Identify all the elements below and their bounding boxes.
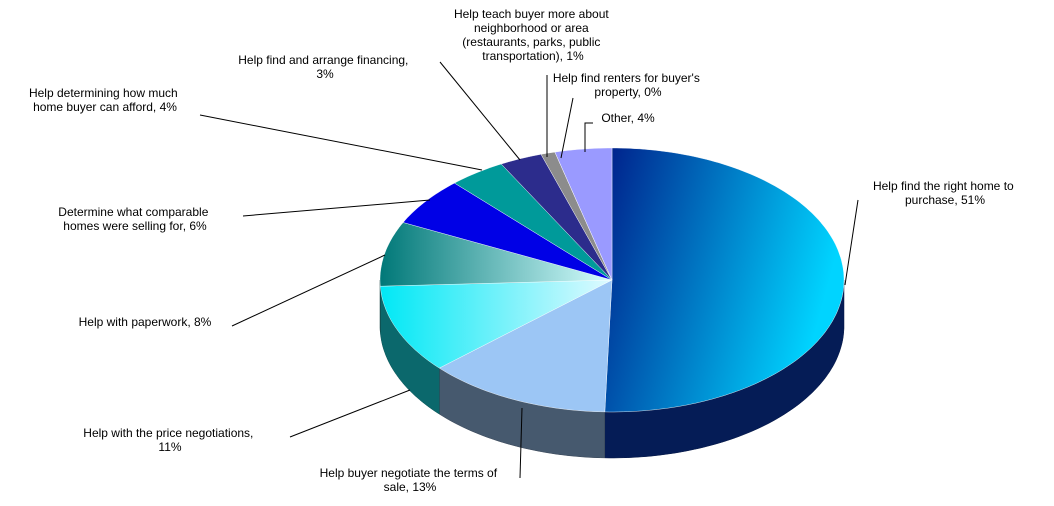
- data-label: Help with the price negotiations, 11%: [83, 426, 256, 454]
- data-label: Help with paperwork, 8%: [79, 315, 212, 329]
- leader-line: [560, 97, 574, 159]
- data-label: Help find the right home to purchase, 51…: [873, 179, 1017, 207]
- slice: [500, 154, 613, 281]
- leader-line: [231, 254, 386, 327]
- leader-line: [242, 199, 431, 217]
- leader-line: [199, 114, 483, 171]
- data-label: Other, 4%: [601, 111, 655, 125]
- slice: [380, 279, 613, 369]
- leader-line: [289, 389, 411, 438]
- data-label: Help find renters for buyer's property, …: [553, 71, 703, 99]
- pie: [379, 147, 845, 459]
- leader-line: [439, 61, 521, 161]
- data-label: Help teach buyer more about neighborhood…: [454, 7, 612, 63]
- leader-line: [519, 407, 523, 479]
- slice: [402, 182, 613, 281]
- slice: [604, 147, 845, 413]
- leader-line: [844, 199, 859, 286]
- slice: [438, 279, 613, 413]
- data-label: Help buyer negotiate the terms of sale, …: [320, 466, 501, 494]
- data-label: Determine what comparable homes were sel…: [58, 205, 211, 233]
- labels: Help find the right home to purchase, 51…: [29, 7, 1017, 494]
- data-label: Help find and arrange financing, 3%: [238, 53, 411, 81]
- slice: [379, 222, 613, 287]
- data-label: Help determining how much home buyer can…: [29, 86, 181, 114]
- leader-line: [584, 122, 593, 152]
- slice: [454, 163, 613, 281]
- slice: [554, 147, 613, 281]
